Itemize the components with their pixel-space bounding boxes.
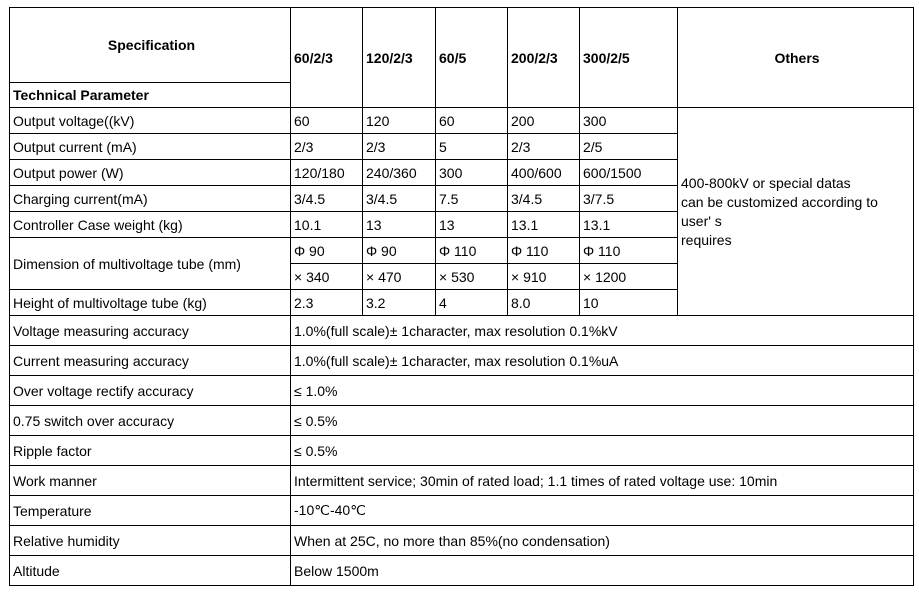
others-note-line: user' s: [681, 212, 722, 229]
row-label: Charging current(mA): [9, 185, 291, 212]
cell-value: × 340: [290, 263, 363, 290]
cell-value: When at 25C, no more than 85%(no condens…: [290, 525, 914, 556]
cell-value: 3/4.5: [507, 185, 580, 212]
row-label: Temperature: [9, 495, 291, 526]
row-label: Work manner: [9, 465, 291, 496]
table-row: Over voltage rectify accuracy ≤ 1.0%: [9, 375, 914, 406]
cell-value: 3/4.5: [362, 185, 436, 212]
cell-value: 2/3: [290, 133, 363, 160]
cell-value: 8.0: [507, 289, 580, 316]
cell-value: Φ 90: [362, 237, 436, 264]
table-row: Height of multivoltage tube (kg) 2.3 3.2 4 8…: [9, 289, 914, 316]
cell-value: 10: [579, 289, 678, 316]
cell-value: ≤ 1.0%: [290, 375, 914, 406]
cell-value: 2/3: [362, 133, 436, 160]
model-header: 300/2/5: [579, 7, 678, 108]
cell-value: 1.0%(full scale)± 1character, max resolu…: [290, 345, 914, 376]
cell-value: 2/5: [579, 133, 678, 160]
table-row: Temperature -10℃-40℃: [9, 495, 914, 526]
cell-value: 3.2: [362, 289, 436, 316]
others-note: 400-800kV or special datas can be customi…: [677, 107, 914, 316]
model-header: 60/5: [435, 7, 508, 108]
cell-value: 400/600: [507, 159, 580, 186]
model-header: 60/2/3: [290, 7, 363, 108]
row-label: Controller Case weight (kg): [9, 211, 291, 238]
cell-value: × 1200: [579, 263, 678, 290]
table-row: Altitude Below 1500m: [9, 555, 914, 586]
cell-value: 10.1: [290, 211, 363, 238]
cell-value: Φ 110: [579, 237, 678, 264]
cell-value: 7.5: [435, 185, 508, 212]
others-note-line: requires: [681, 231, 732, 248]
table-row: Work manner Intermittent service; 30min o…: [9, 465, 914, 496]
cell-value: 2.3: [290, 289, 363, 316]
row-label: Current measuring accuracy: [9, 345, 291, 376]
row-label: Ripple factor: [9, 435, 291, 466]
cell-value: Φ 110: [435, 237, 508, 264]
cell-value: 13.1: [579, 211, 678, 238]
tech-param-header: Technical Parameter: [9, 82, 291, 108]
others-note-line: 400-800kV or special datas: [681, 174, 851, 191]
row-label: Output power (W): [9, 159, 291, 186]
cell-value: 240/360: [362, 159, 436, 186]
row-label: Dimension of multivoltage tube (mm): [9, 237, 291, 290]
cell-value: 3/7.5: [579, 185, 678, 212]
cell-value: 120: [362, 107, 436, 134]
table-row: 0.75 switch over accuracy ≤ 0.5%: [9, 405, 914, 436]
spec-header: Specification: [9, 7, 291, 83]
cell-value: Φ 110: [507, 237, 580, 264]
cell-value: Intermittent service; 30min of rated loa…: [290, 465, 914, 496]
cell-value: 1.0%(full scale)± 1character, max resolu…: [290, 315, 914, 346]
cell-value: 4: [435, 289, 508, 316]
cell-value: 13: [435, 211, 508, 238]
cell-value: × 910: [507, 263, 580, 290]
table-row: Current measuring accuracy 1.0%(full scal…: [9, 345, 914, 376]
table-row: Voltage measuring accuracy 1.0%(full scal…: [9, 315, 914, 346]
cell-value: -10℃-40℃: [290, 495, 914, 526]
row-label: Over voltage rectify accuracy: [9, 375, 291, 406]
model-header: 120/2/3: [362, 7, 436, 108]
table-row: Output current (mA) 2/3 2/3 5 2/3 2/5: [9, 133, 914, 160]
table-row: Ripple factor ≤ 0.5%: [9, 435, 914, 466]
row-label: Altitude: [9, 555, 291, 586]
cell-value: Below 1500m: [290, 555, 914, 586]
cell-value: 60: [435, 107, 508, 134]
cell-value: 60: [290, 107, 363, 134]
cell-value: 300: [435, 159, 508, 186]
cell-value: 600/1500: [579, 159, 678, 186]
cell-value: 5: [435, 133, 508, 160]
cell-value: 13: [362, 211, 436, 238]
table-row: Output voltage((kV) 60 120 60 200 300 400-800k…: [9, 107, 914, 316]
row-label: Output voltage((kV): [9, 107, 291, 134]
cell-value: 120/180: [290, 159, 363, 186]
row-label: 0.75 switch over accuracy: [9, 405, 291, 436]
cell-value: 3/4.5: [290, 185, 363, 212]
row-label: Output current (mA): [9, 133, 291, 160]
row-label: Voltage measuring accuracy: [9, 315, 291, 346]
row-label: Relative humidity: [9, 525, 291, 556]
cell-value: 2/3: [507, 133, 580, 160]
others-header: Others: [677, 7, 914, 108]
cell-value: 300: [579, 107, 678, 134]
cell-value: 13.1: [507, 211, 580, 238]
cell-value: 200: [507, 107, 580, 134]
cell-value: × 530: [435, 263, 508, 290]
cell-value: Φ 90: [290, 237, 363, 264]
table-row: Relative humidity When at 25C, no more th…: [9, 525, 914, 556]
others-note-line: can be customized according to: [681, 193, 878, 210]
cell-value: ≤ 0.5%: [290, 435, 914, 466]
table-row: Output power (W) 120/180 240/360 300 400/600…: [9, 159, 914, 186]
row-label: Height of multivoltage tube (kg): [9, 289, 291, 316]
model-header: 200/2/3: [507, 7, 580, 108]
spec-table: Specification 60/2/3 120/2/3 60/5 200/2/…: [9, 7, 914, 586]
cell-value: × 470: [362, 263, 436, 290]
cell-value: ≤ 0.5%: [290, 405, 914, 436]
